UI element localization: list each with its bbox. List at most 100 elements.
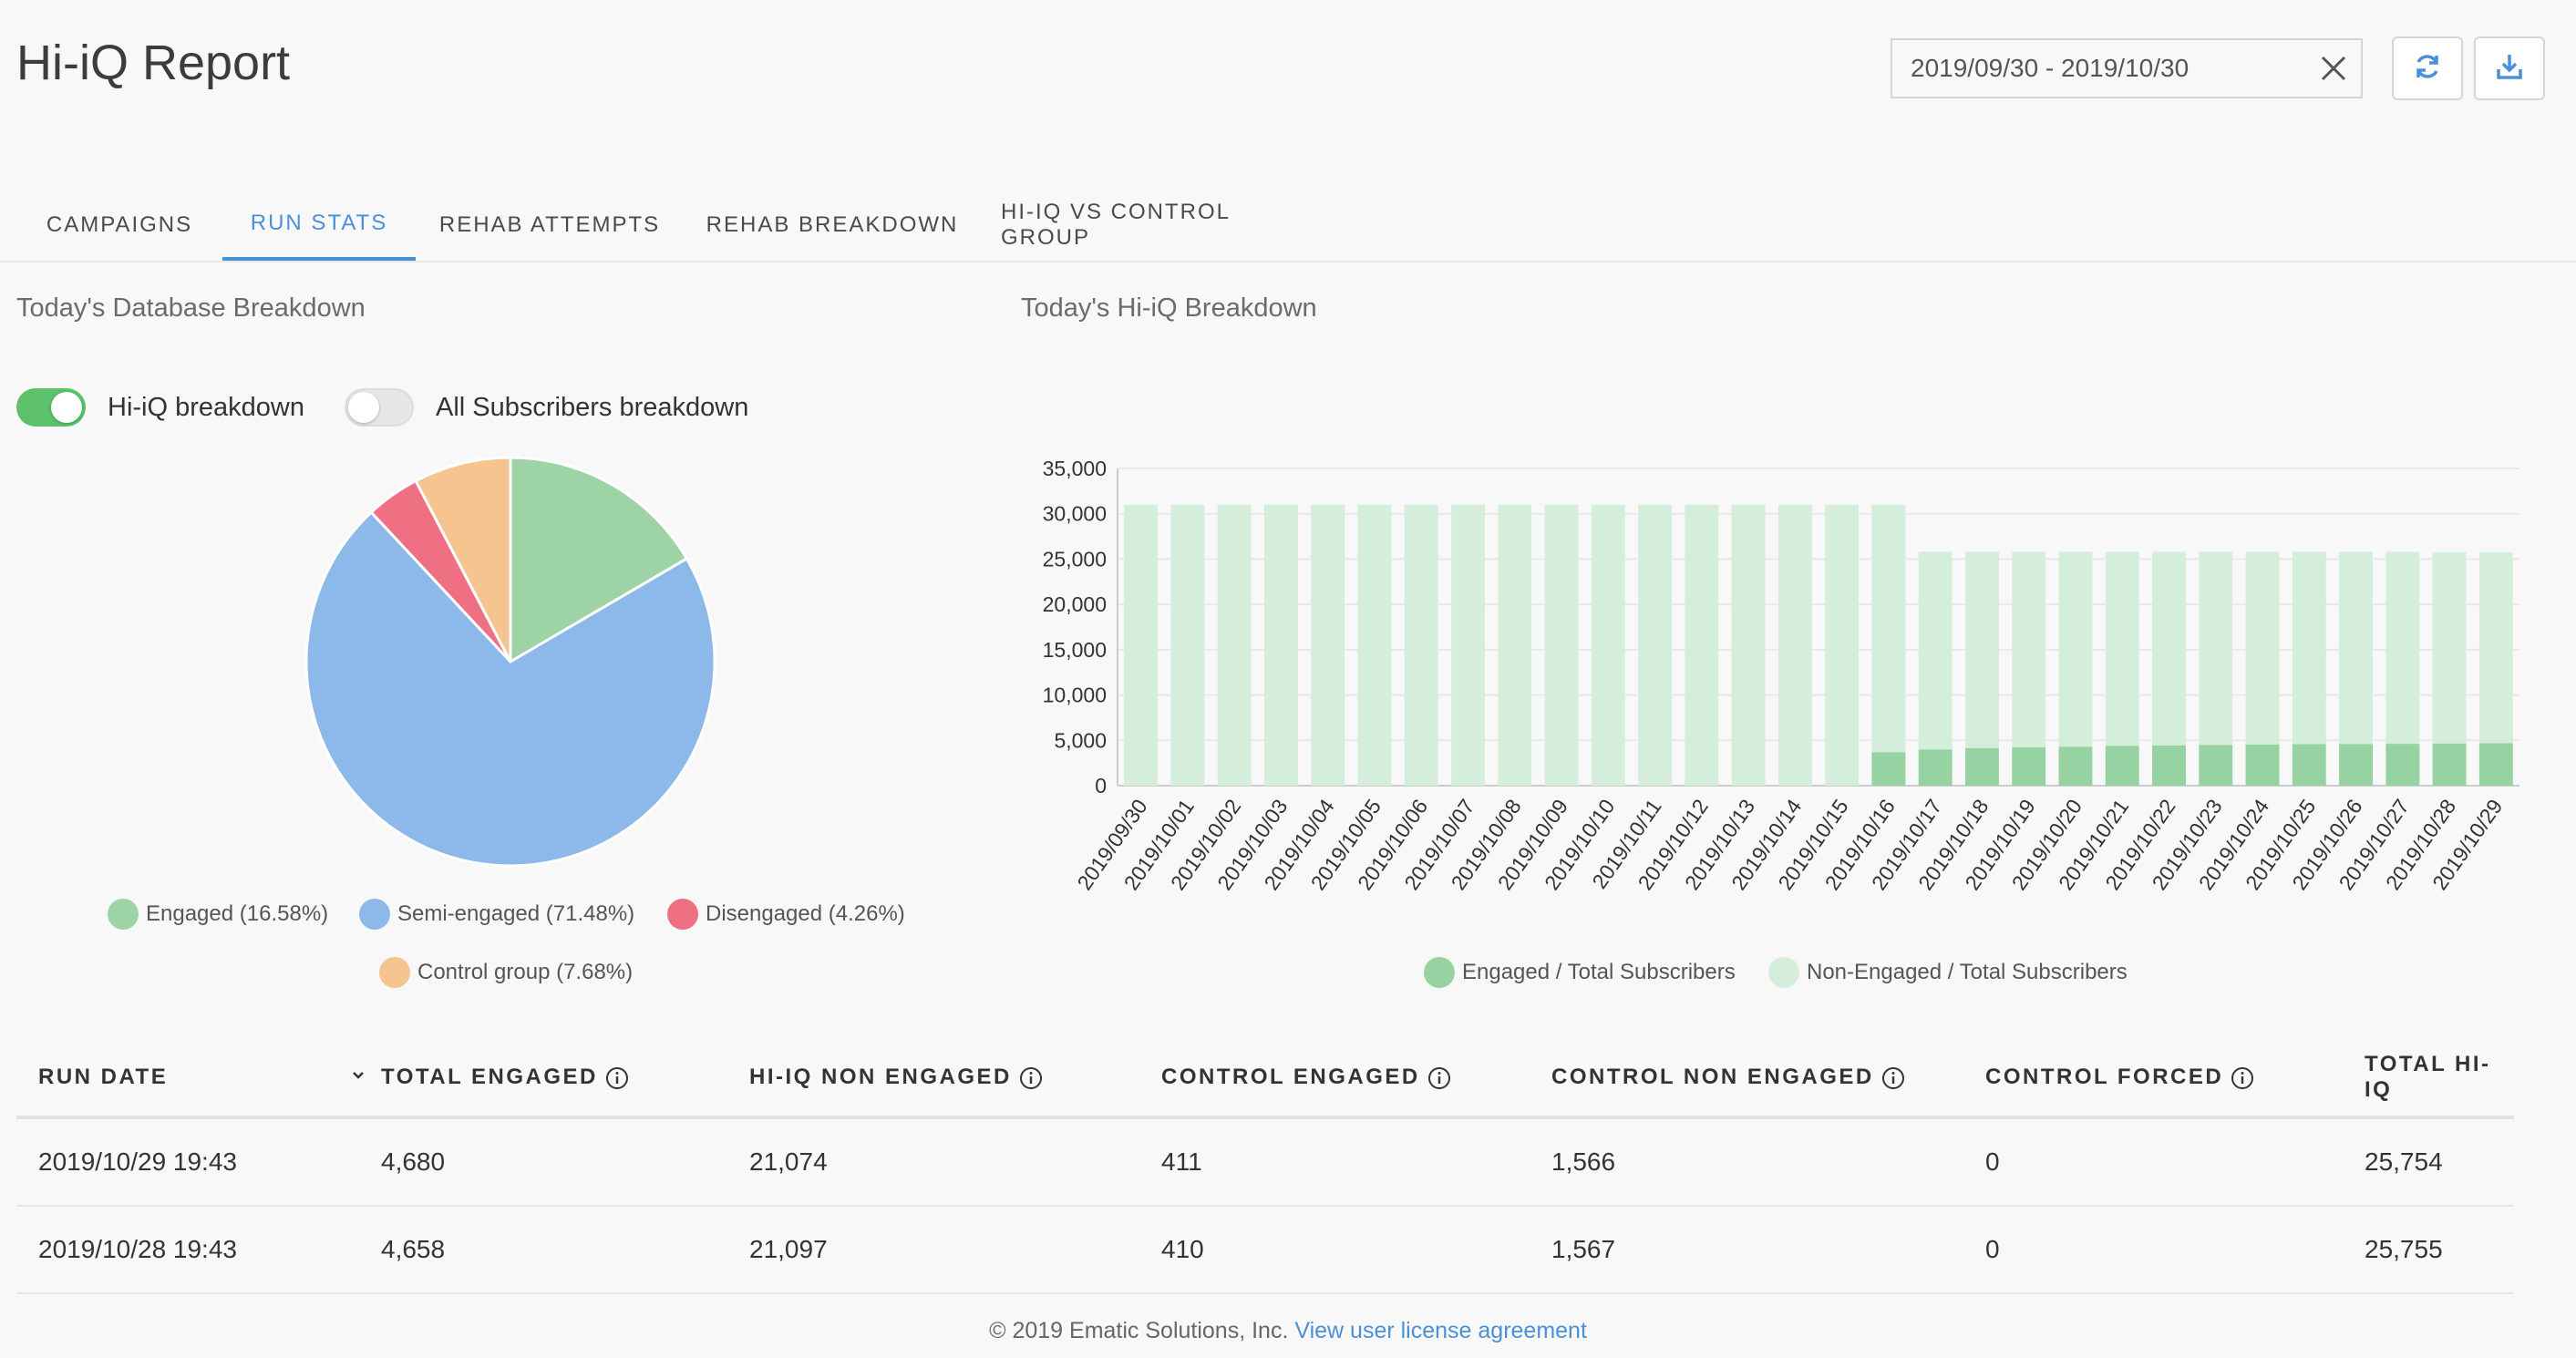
bar-engaged[interactable] xyxy=(2058,746,2093,786)
cell-hiiq-non-engaged: 21,097 xyxy=(749,1235,828,1263)
bar-non-engaged[interactable] xyxy=(1311,504,1345,786)
bar-non-engaged[interactable] xyxy=(2245,551,2280,745)
column-header-run-date[interactable]: RUN DATE xyxy=(38,1039,366,1116)
bar-legend-engaged[interactable]: Engaged / Total Subscribers xyxy=(1424,957,1736,988)
page-title: Hi-iQ Report xyxy=(16,36,291,90)
bar-engaged[interactable] xyxy=(1871,752,1906,786)
bar-engaged[interactable] xyxy=(1918,749,1953,786)
column-header-total-engaged[interactable]: TOTAL ENGAGED xyxy=(381,1039,628,1116)
y-tick-label: 25,000 xyxy=(1043,547,1107,571)
pie-legend-engaged[interactable]: Engaged (16.58%) xyxy=(108,899,328,930)
bar-engaged[interactable] xyxy=(1964,747,1999,786)
cell-total-engaged: 4,680 xyxy=(381,1147,446,1176)
bar-non-engaged[interactable] xyxy=(2058,551,2093,747)
database-breakdown-title: Today's Database Breakdown xyxy=(16,293,366,323)
table-row[interactable]: 2019/10/28 19:43 4,658 21,097 410 1,567 … xyxy=(16,1207,2514,1294)
bar-non-engaged[interactable] xyxy=(2105,551,2139,746)
bar-non-engaged[interactable] xyxy=(1918,551,1953,750)
bar-non-engaged[interactable] xyxy=(1825,504,1860,786)
bar-non-engaged[interactable] xyxy=(1124,504,1159,786)
bar-non-engaged[interactable] xyxy=(2292,551,2326,745)
bar-non-engaged[interactable] xyxy=(1498,504,1532,786)
bar-non-engaged[interactable] xyxy=(1685,504,1719,786)
column-header-total-hiiq[interactable]: TOTAL HI-IQ xyxy=(2365,1039,2514,1116)
bar-non-engaged[interactable] xyxy=(1404,504,1438,786)
bar-non-engaged[interactable] xyxy=(2478,551,2513,744)
bar-engaged[interactable] xyxy=(2292,744,2326,786)
bar-engaged[interactable] xyxy=(2478,743,2513,786)
bar-non-engaged[interactable] xyxy=(2152,551,2186,746)
refresh-button[interactable] xyxy=(2392,36,2463,100)
pie-slice[interactable] xyxy=(304,510,716,868)
pie-legend-control-group[interactable]: Control group (7.68%) xyxy=(379,957,633,988)
bar-non-engaged[interactable] xyxy=(1591,504,1625,786)
bar-engaged[interactable] xyxy=(2385,744,2420,786)
bar-engaged[interactable] xyxy=(2012,746,2046,786)
bar-engaged[interactable] xyxy=(2245,744,2280,786)
bar-non-engaged[interactable] xyxy=(2339,551,2374,745)
all-subscribers-breakdown-toggle[interactable] xyxy=(345,388,414,427)
bar-legend-non-engaged[interactable]: Non-Engaged / Total Subscribers xyxy=(1768,957,2128,988)
bar-non-engaged[interactable] xyxy=(1964,551,1999,748)
download-button[interactable] xyxy=(2474,36,2545,100)
y-tick-label: 15,000 xyxy=(1043,638,1107,662)
license-agreement-link[interactable]: View user license agreement xyxy=(1294,1318,1587,1343)
bar-non-engaged[interactable] xyxy=(1777,504,1812,786)
refresh-icon xyxy=(2412,51,2443,87)
bar-engaged[interactable] xyxy=(2432,743,2467,786)
pie-legend-semi-engaged[interactable]: Semi-engaged (71.48%) xyxy=(359,899,634,930)
bar-non-engaged[interactable] xyxy=(1263,504,1298,786)
info-icon[interactable] xyxy=(605,1066,628,1089)
bar-non-engaged[interactable] xyxy=(1544,504,1579,786)
tab-run-stats[interactable]: RUN STATS xyxy=(222,190,416,261)
bar-non-engaged[interactable] xyxy=(2199,551,2233,746)
column-header-control-forced[interactable]: CONTROL FORCED xyxy=(1985,1039,2254,1116)
pie-slice[interactable] xyxy=(509,456,689,664)
close-icon[interactable] xyxy=(2306,41,2361,96)
column-header-control-engaged[interactable]: CONTROL ENGAGED xyxy=(1161,1039,1450,1116)
y-tick-label: 5,000 xyxy=(1054,728,1107,752)
all-subscribers-breakdown-label: All Subscribers breakdown xyxy=(436,393,749,422)
bar-non-engaged[interactable] xyxy=(1638,504,1673,786)
engaged-legend-dot xyxy=(108,899,139,930)
bar-non-engaged[interactable] xyxy=(1731,504,1766,786)
bar-engaged[interactable] xyxy=(2199,745,2233,786)
column-header-hiiq-non-engaged[interactable]: HI-IQ NON ENGAGED xyxy=(749,1039,1042,1116)
pie-slice[interactable] xyxy=(414,456,512,663)
hiiq-breakdown-toggle[interactable] xyxy=(16,388,86,427)
info-icon[interactable] xyxy=(1427,1066,1450,1089)
bar-non-engaged[interactable] xyxy=(1357,504,1392,786)
chevron-down-icon[interactable] xyxy=(350,1065,366,1090)
bar-engaged[interactable] xyxy=(2339,744,2374,786)
column-header-label: CONTROL FORCED xyxy=(1985,1065,2224,1089)
tab-rehab-attempts[interactable]: REHAB ATTEMPTS xyxy=(438,212,661,237)
bar-non-engaged[interactable] xyxy=(1451,504,1485,786)
column-header-label: CONTROL ENGAGED xyxy=(1161,1065,1420,1089)
bar-non-engaged[interactable] xyxy=(1871,504,1906,753)
date-range-value[interactable]: 2019/09/30 - 2019/10/30 xyxy=(1911,54,2190,82)
tab-campaigns[interactable]: CAMPAIGNS xyxy=(46,212,193,237)
bar-non-engaged[interactable] xyxy=(1217,504,1252,786)
tab-hiiq-vs-control-group[interactable]: HI-IQ VS CONTROL GROUP xyxy=(1001,200,1231,250)
pie-legend-disengaged[interactable]: Disengaged (4.26%) xyxy=(667,899,905,930)
bar-non-engaged[interactable] xyxy=(1170,504,1205,786)
bar-non-engaged[interactable] xyxy=(2385,551,2420,745)
cell-run-date: 2019/10/29 19:43 xyxy=(38,1147,237,1176)
bar-non-engaged[interactable] xyxy=(2432,551,2467,744)
date-range-picker[interactable]: 2019/09/30 - 2019/10/30 xyxy=(1891,38,2363,98)
toggle-knob xyxy=(348,392,379,423)
bar-engaged[interactable] xyxy=(2105,746,2139,786)
info-icon[interactable] xyxy=(1881,1066,1904,1089)
control-group-legend-dot xyxy=(379,957,410,988)
bar-engaged[interactable] xyxy=(2152,745,2186,786)
column-header-control-non-engaged[interactable]: CONTROL NON ENGAGED xyxy=(1551,1039,1904,1116)
info-icon[interactable] xyxy=(1019,1066,1042,1089)
bar-non-engaged[interactable] xyxy=(2012,551,2046,747)
table-row[interactable]: 2019/10/29 19:43 4,680 21,074 411 1,566 … xyxy=(16,1119,2514,1207)
non-engaged-legend-dot xyxy=(1768,957,1799,988)
tab-rehab-breakdown[interactable]: REHAB BREAKDOWN xyxy=(706,212,959,237)
info-icon[interactable] xyxy=(2231,1066,2254,1089)
cell-control-engaged: 411 xyxy=(1161,1147,1202,1176)
cell-hiiq-non-engaged: 21,074 xyxy=(749,1147,828,1176)
y-tick-label: 10,000 xyxy=(1043,684,1107,707)
